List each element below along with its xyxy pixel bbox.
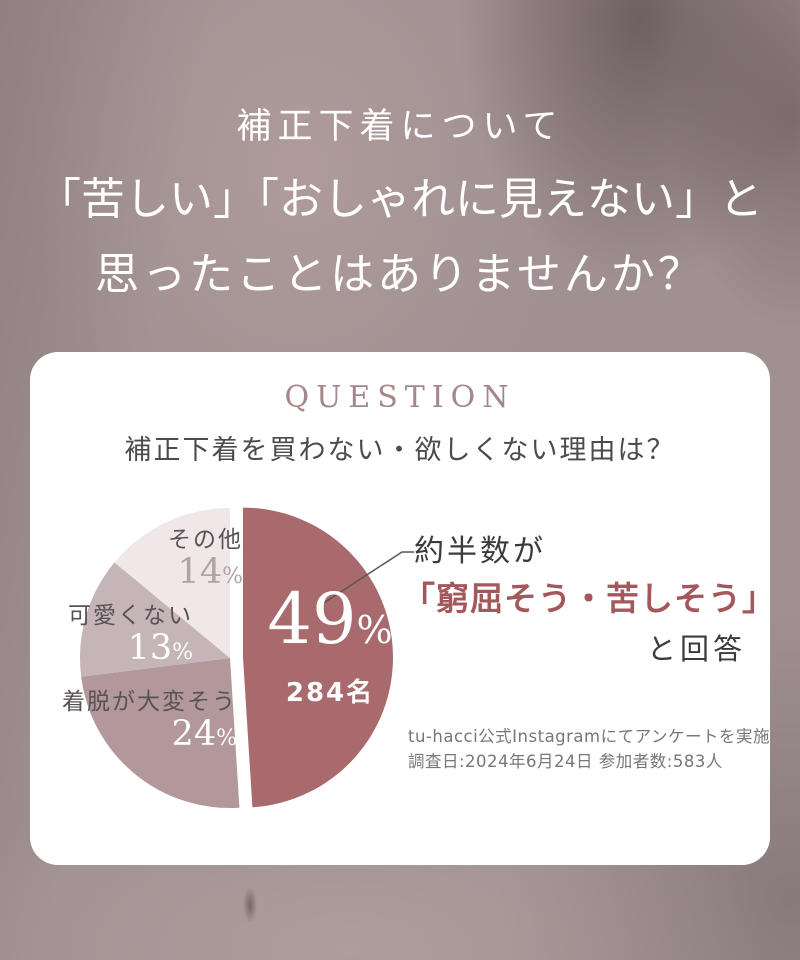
pie-chart-area: その他 14% 可愛くない 13% 着脱が大変そう 24% 49% 284名 約…: [30, 492, 776, 865]
pie-slice-2: [80, 562, 230, 677]
hero-title-line3: 思ったことはありませんか？: [95, 249, 705, 300]
percent-sign: %: [356, 608, 393, 652]
pie-slice-1: [81, 658, 240, 808]
slice-label-other: その他 14%: [168, 527, 243, 593]
slice-value-other: 14%: [177, 552, 243, 593]
percent-sign: %: [216, 726, 237, 752]
hero-title-line1: 補正下着について: [236, 107, 564, 147]
survey-note: tu-hacci公式Instagramにてアンケートを実施 調査日:2024年6…: [408, 725, 770, 775]
slice-value-hard-to-wear: 24%: [171, 714, 237, 755]
percent-sign: %: [222, 564, 243, 590]
main-slice-count: 284名: [285, 678, 375, 708]
survey-note-line2: 調査日:2024年6月24日 参加者数:583人: [408, 751, 723, 771]
annotation-line1: 約半数が: [414, 534, 546, 569]
question-heading: QUESTION: [284, 380, 516, 415]
leader-line: [315, 551, 414, 609]
slice-name-hard-to-wear: 着脱が大変そう: [62, 689, 237, 715]
slice-name-other: その他: [168, 527, 243, 553]
slice-label-not-cute: 可愛くない 13%: [68, 603, 193, 669]
pie-slice-3: [114, 508, 230, 658]
question-card: QUESTION 補正下着を買わない・欲しくない理由は？ その他 14% 可愛く…: [30, 352, 776, 865]
hero-title-line2: 「苦しい」「おしゃれに見えない」と: [37, 174, 763, 225]
slice-label-hard-to-wear: 着脱が大変そう 24%: [62, 689, 237, 755]
main-slice-value: 49%: [267, 578, 393, 660]
pie-chart-svg: [80, 507, 414, 808]
question-subtitle: 補正下着を買わない・欲しくない理由は？: [124, 435, 676, 466]
annotation-line3: と回答: [646, 632, 746, 666]
percent-sign: %: [172, 640, 193, 666]
slice-value-not-cute: 13%: [127, 628, 193, 669]
slice-name-not-cute: 可愛くない: [68, 603, 193, 629]
annotation-line2: 「窮屈そう・苦しそう」: [402, 579, 776, 618]
survey-note-line1: tu-hacci公式Instagramにてアンケートを実施: [408, 727, 770, 746]
